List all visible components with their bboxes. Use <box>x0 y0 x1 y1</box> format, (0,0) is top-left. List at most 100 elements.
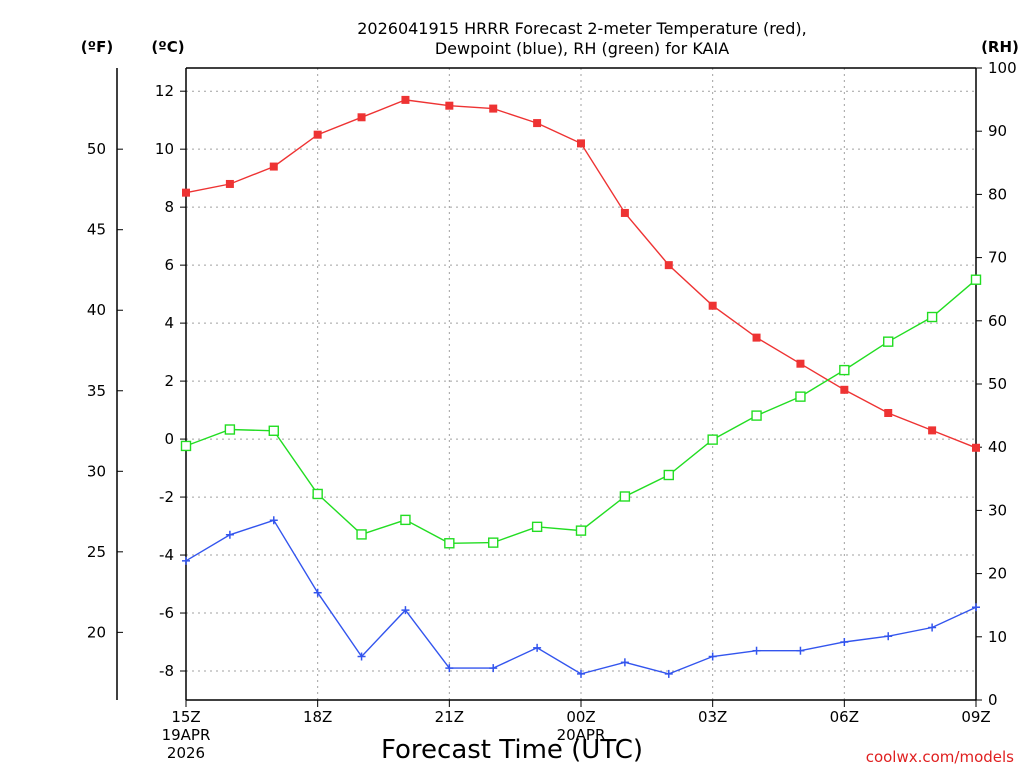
rh-point <box>707 434 718 445</box>
rh-tick-label: 40 <box>988 438 1007 456</box>
dewpoint-point <box>577 669 585 678</box>
x-tick-label: 00Z <box>566 708 595 726</box>
x-tick-label: 21Z <box>435 708 464 726</box>
temperature-point <box>269 162 278 171</box>
temperature-point <box>664 261 673 270</box>
celsius-tick-label: 10 <box>155 140 174 158</box>
dewpoint-point <box>972 603 980 612</box>
rh-point <box>180 440 192 452</box>
credit-label: coolwx.com/models <box>866 748 1014 766</box>
dewpoint-point <box>752 646 761 655</box>
rh-point <box>883 336 894 347</box>
temperature-point <box>489 104 498 113</box>
temperature-point <box>708 301 717 310</box>
dewpoint-point <box>269 516 278 525</box>
dewpoint-point <box>796 646 805 655</box>
temperature-point <box>796 359 805 368</box>
x-tick-label: 18Z <box>303 708 332 726</box>
fahrenheit-tick-label: 50 <box>87 140 106 158</box>
x-tick-label: 06Z <box>830 708 859 726</box>
fahrenheit-tick-label: 30 <box>87 462 106 480</box>
rh-point <box>663 469 674 481</box>
temperature-point <box>928 426 937 435</box>
dewpoint-point <box>182 556 190 565</box>
fahrenheit-unit-label: (ºF) <box>81 38 113 56</box>
rh-tick-label: 20 <box>988 565 1007 583</box>
temperature-point <box>752 333 761 342</box>
temperature-point <box>401 95 410 104</box>
rh-point <box>444 538 455 549</box>
date-label: 20APR <box>557 726 606 744</box>
celsius-tick-label: 4 <box>164 314 174 332</box>
rh-tick-label: 80 <box>988 185 1007 203</box>
rh-tick-label: 90 <box>988 122 1007 140</box>
dewpoint-point <box>225 530 234 539</box>
dewpoint-point <box>708 652 717 661</box>
dewpoint-point <box>884 632 893 641</box>
date-label: 19APR <box>162 726 211 744</box>
celsius-tick-label: 8 <box>164 198 174 216</box>
axes: -8 -6 -4 -2 0 2 4 6 8 10 12 20 25 30 35 40 45 50 0 10 20 30 40… <box>87 59 1017 762</box>
rh-point <box>575 525 587 536</box>
dewpoint-point <box>840 638 849 647</box>
celsius-tick-label: -8 <box>159 662 174 680</box>
temperature-point <box>884 408 893 417</box>
rh-tick-label: 0 <box>988 691 998 709</box>
temperature-point <box>840 385 849 394</box>
chart-title-line2: Dewpoint (blue), RH (green) for KAIA <box>435 39 729 58</box>
rh-tick-label: 30 <box>988 501 1007 519</box>
dewpoint-point <box>401 606 410 615</box>
fahrenheit-tick-label: 25 <box>87 543 106 561</box>
temperature-point <box>445 101 454 110</box>
rh-point <box>839 364 850 376</box>
fahrenheit-tick-label: 45 <box>87 221 106 239</box>
x-tick-label: 09Z <box>961 708 990 726</box>
rh-point <box>224 424 236 435</box>
dewpoint-point <box>445 664 454 673</box>
rh-point <box>619 491 631 502</box>
temperature-point <box>182 188 190 197</box>
celsius-tick-label: -6 <box>159 604 174 622</box>
celsius-tick-label: -2 <box>159 488 174 506</box>
celsius-tick-label: -4 <box>159 546 174 564</box>
rh-point <box>356 529 367 540</box>
x-axis-title: Forecast Time (UTC) <box>381 735 643 765</box>
celsius-tick-label: 6 <box>164 256 174 274</box>
rh-point <box>751 410 762 421</box>
rh-point <box>488 537 499 548</box>
celsius-tick-label: 12 <box>155 82 174 100</box>
rh-tick-label: 100 <box>988 59 1017 77</box>
dewpoint-point <box>533 643 542 652</box>
rh-point <box>795 391 806 402</box>
rh-point <box>268 425 279 436</box>
rh-tick-label: 10 <box>988 628 1007 646</box>
temperature-point <box>620 208 629 217</box>
dewpoint-point <box>928 623 937 632</box>
fahrenheit-tick-label: 20 <box>87 623 106 641</box>
temperature-point <box>533 119 542 128</box>
rh-point <box>926 311 938 323</box>
rh-point <box>531 521 543 533</box>
dewpoint-point <box>664 669 673 678</box>
celsius-unit-label: (ºC) <box>151 38 184 56</box>
dewpoint-point <box>489 664 498 673</box>
celsius-tick-label: 2 <box>164 372 174 390</box>
x-tick-label: 15Z <box>171 708 200 726</box>
chart-title-line1: 2026041915 HRRR Forecast 2-meter Tempera… <box>357 19 807 38</box>
temperature-point <box>577 139 585 148</box>
celsius-tick-label: 0 <box>164 430 174 448</box>
series <box>180 95 982 678</box>
dewpoint-point <box>357 652 366 661</box>
dewpoint-point <box>313 588 322 597</box>
rh-unit-label: (RH) <box>981 38 1019 56</box>
rh-point <box>970 274 982 285</box>
temperature-point <box>357 113 366 122</box>
x-tick-label: 03Z <box>698 708 727 726</box>
rh-point <box>312 488 323 500</box>
dewpoint-point <box>620 658 629 667</box>
grid <box>185 68 977 700</box>
fahrenheit-tick-label: 35 <box>87 382 106 400</box>
rh-tick-label: 50 <box>988 375 1007 393</box>
temperature-point <box>972 443 980 452</box>
rh-tick-label: 60 <box>988 312 1007 330</box>
